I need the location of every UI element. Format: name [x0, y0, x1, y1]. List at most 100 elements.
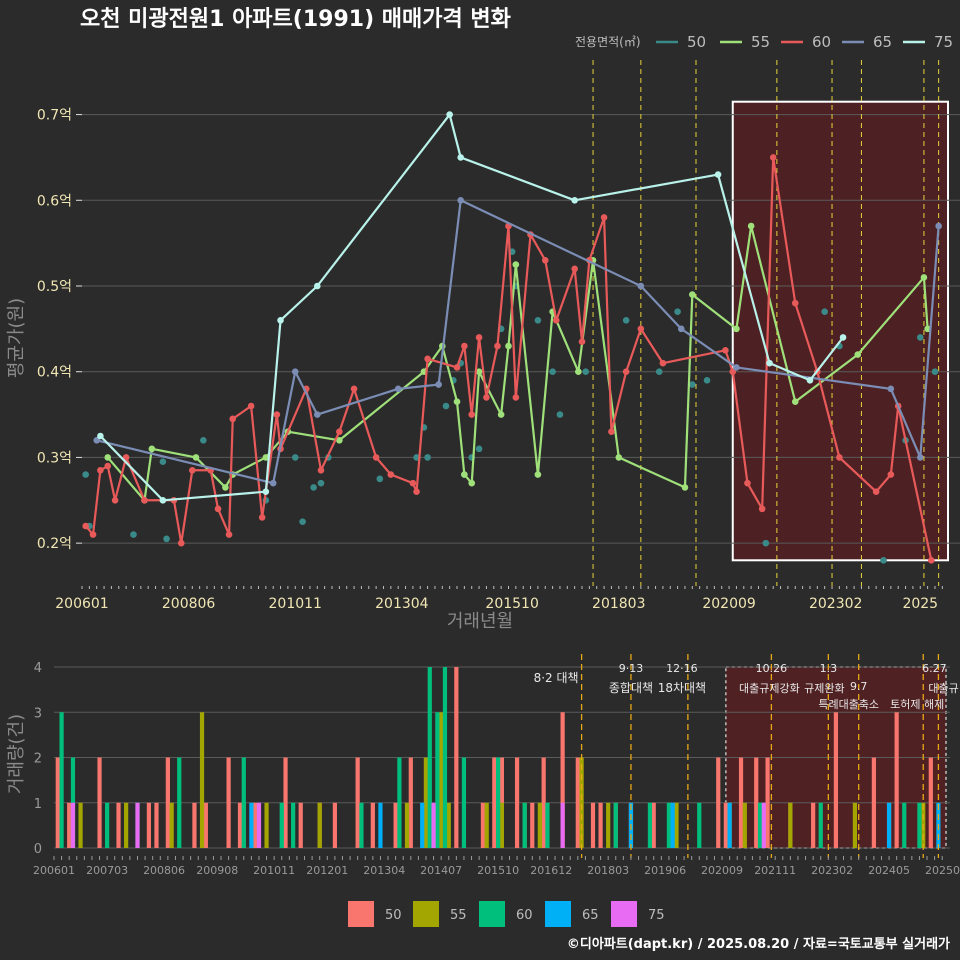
bar-50	[575, 757, 580, 848]
bar-75	[761, 802, 766, 848]
bar-50	[492, 757, 497, 848]
bar-55	[674, 802, 679, 848]
point-55	[192, 454, 200, 461]
y2-tick-label: 3	[34, 706, 42, 721]
bar-60	[105, 802, 110, 848]
point-65	[935, 222, 942, 230]
bar-50	[560, 712, 565, 848]
point-50	[534, 316, 542, 324]
policy-annotation: 18차대책	[658, 680, 706, 695]
point-50	[159, 458, 167, 466]
bar-50	[370, 802, 375, 848]
point-60	[483, 394, 490, 401]
point-60	[372, 454, 380, 461]
point-55	[262, 454, 270, 461]
policy-annotation: 9·13	[619, 662, 644, 675]
point-50	[703, 376, 711, 384]
point-65	[291, 368, 299, 376]
policy-annotation: 12·16	[666, 662, 698, 675]
policy-annotation: 9.7	[850, 680, 868, 693]
point-65	[93, 436, 101, 444]
bar-50	[928, 757, 933, 848]
point-60	[571, 265, 578, 273]
bar-55	[742, 802, 747, 848]
x-tick-label: 201304	[375, 596, 429, 612]
point-55	[534, 471, 542, 478]
x2-tick-label: 201803	[587, 864, 629, 877]
point-60	[409, 479, 417, 487]
x2-tick-label: 202508	[925, 864, 960, 877]
bar-50	[454, 667, 459, 848]
bar-legend-key-55	[413, 901, 439, 927]
bar-75	[135, 802, 140, 848]
point-55	[104, 454, 112, 461]
x-tick-label: 201011	[269, 596, 322, 612]
bar-legend-label-75: 75	[648, 908, 665, 923]
policy-annotation: 10.26	[756, 662, 788, 675]
bar-50	[253, 802, 258, 848]
bar-50	[283, 757, 288, 848]
point-50	[674, 308, 681, 316]
point-50	[442, 402, 450, 410]
point-55	[461, 471, 468, 478]
bar-65	[420, 802, 425, 848]
point-60	[927, 556, 935, 564]
bar-55	[439, 712, 444, 848]
point-50	[424, 454, 431, 461]
bar-legend-key-75	[611, 901, 637, 927]
bar-60	[397, 757, 402, 848]
point-50	[549, 368, 556, 376]
point-75	[97, 432, 104, 440]
point-50	[317, 479, 325, 487]
point-75	[806, 376, 814, 384]
bar-50	[55, 757, 60, 848]
point-50	[291, 454, 299, 461]
point-60	[512, 394, 520, 401]
bar-50	[833, 712, 839, 848]
point-60	[122, 454, 130, 461]
policy-annotation: 대출규제강화	[739, 682, 800, 695]
point-50	[582, 368, 589, 376]
point-50	[916, 334, 924, 341]
point-60	[541, 256, 549, 264]
bar-60	[442, 667, 448, 848]
bar-55	[169, 802, 174, 848]
point-60	[494, 342, 501, 350]
y2-axis-title: 거래량(건)	[6, 714, 27, 794]
bar-50	[355, 757, 360, 848]
x2-tick-label: 202111	[754, 864, 796, 877]
bar-legend-key-60	[479, 901, 505, 927]
point-75	[839, 334, 847, 341]
point-60	[453, 364, 461, 371]
bar-50	[541, 757, 546, 848]
x-tick-label: 202302	[809, 596, 862, 612]
point-60	[744, 479, 751, 487]
x-tick-label: 2025	[902, 596, 938, 612]
policy-annotation: 토허제 해제	[890, 697, 944, 711]
bar-50	[530, 802, 535, 848]
x2-tick-label: 202302	[811, 864, 853, 877]
bar-50	[393, 802, 398, 848]
point-55	[512, 261, 520, 268]
point-65	[637, 282, 645, 290]
point-60	[273, 411, 281, 418]
bar-60	[241, 757, 246, 848]
point-50	[82, 471, 89, 478]
point-65	[394, 385, 402, 393]
point-60	[659, 359, 667, 367]
point-60	[622, 368, 630, 376]
bar-legend-label-55: 55	[450, 908, 467, 923]
bar-50	[332, 802, 337, 848]
point-60	[887, 471, 895, 478]
bar-55	[199, 712, 205, 848]
point-60	[637, 325, 645, 333]
bar-65	[378, 802, 383, 848]
policy-annotation: 규제완화	[804, 682, 844, 695]
bar-50	[871, 757, 876, 848]
point-60	[258, 514, 266, 521]
bar-50	[408, 757, 413, 848]
legend-area: 전용면적(㎡) 50 55 60 65 75	[575, 33, 953, 51]
y-tick-label: 0.3억	[37, 450, 72, 466]
point-60	[424, 355, 431, 363]
bar-legend-label-60: 60	[516, 908, 533, 923]
